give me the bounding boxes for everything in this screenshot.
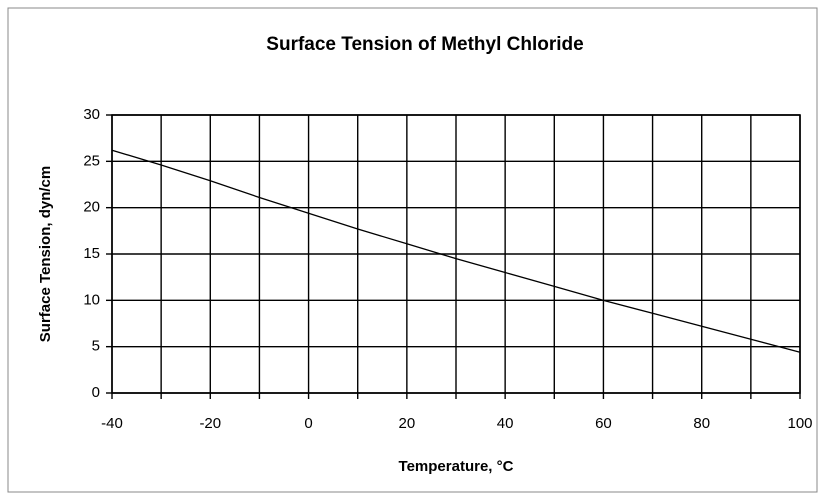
y-tick-label: 15 [83,245,100,262]
x-tick-label: 80 [693,415,710,432]
x-tick-label: -20 [199,415,221,432]
y-axis-label: Surface Tension, dyn/cm [37,166,54,342]
y-tick-label: 20 [83,199,100,216]
x-tick-label: 60 [595,415,612,432]
x-tick-label: -40 [101,415,123,432]
y-tick-label: 5 [92,338,100,355]
x-tick-label: 0 [304,415,312,432]
y-tick-label: 30 [83,106,100,123]
chart-frame [7,7,818,493]
y-tick-label: 10 [83,291,100,308]
x-tick-label: 20 [399,415,416,432]
line-series [111,149,801,353]
x-tick-label: 40 [497,415,514,432]
y-tick-label: 25 [83,152,100,169]
y-tick-label: 0 [92,384,100,401]
x-tick-label: 100 [787,415,812,432]
chart-title: Surface Tension of Methyl Chloride [266,34,583,55]
plot-border [111,114,801,394]
x-axis-label: Temperature, °C [399,458,514,475]
